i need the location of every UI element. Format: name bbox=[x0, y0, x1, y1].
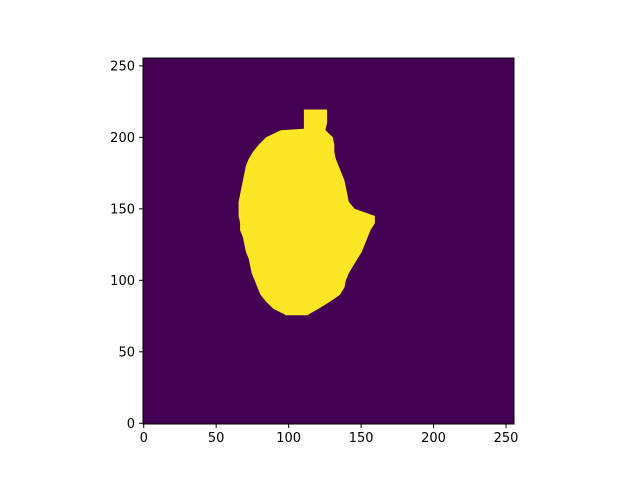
y-axis: 0 50 100 150 200 250 bbox=[110, 59, 143, 432]
segmentation-mask bbox=[238, 109, 375, 316]
x-axis: 0 50 100 150 200 250 bbox=[140, 424, 519, 446]
x-tick-label: 200 bbox=[421, 431, 446, 446]
x-tick-label: 150 bbox=[349, 431, 374, 446]
x-tick-label: 50 bbox=[208, 431, 225, 446]
y-tick-label: 150 bbox=[110, 202, 135, 217]
y-tick-label: 250 bbox=[110, 59, 135, 74]
y-tick-label: 50 bbox=[118, 345, 135, 360]
plot-frame bbox=[142, 57, 515, 425]
x-tick-label: 100 bbox=[276, 431, 301, 446]
y-tick-label: 0 bbox=[127, 417, 135, 432]
x-tick-label: 0 bbox=[140, 431, 148, 446]
x-tick-label: 250 bbox=[494, 431, 519, 446]
y-tick-label: 100 bbox=[110, 274, 135, 289]
mask-region bbox=[238, 109, 375, 316]
y-tick-label: 200 bbox=[110, 131, 135, 146]
